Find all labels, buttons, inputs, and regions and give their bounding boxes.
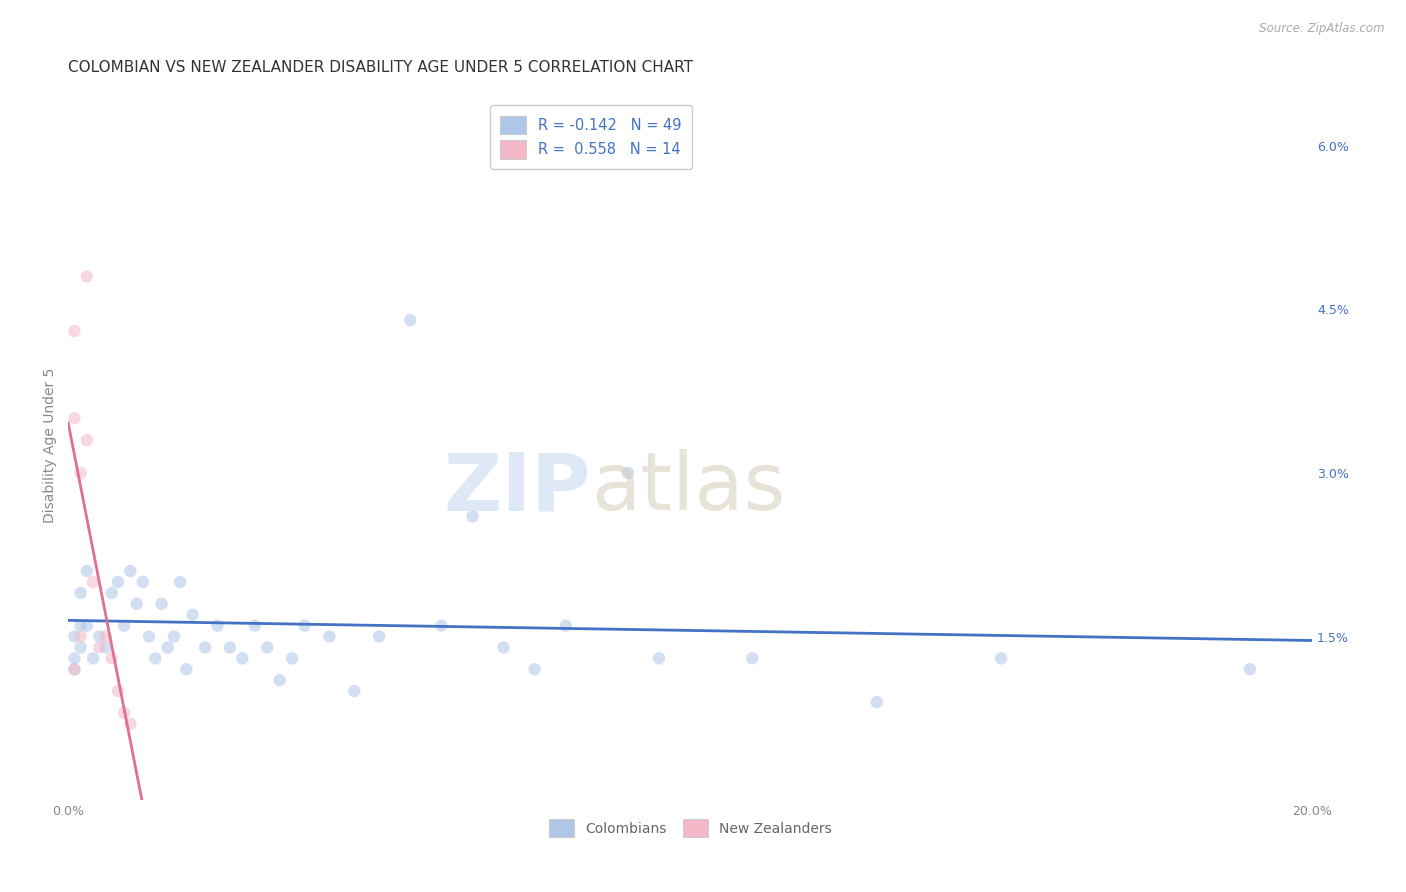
Point: [120, 564, 142, 578]
Point: [741, 651, 763, 665]
Point: [176, 662, 198, 676]
Text: ZIP: ZIP: [443, 450, 591, 527]
Point: [82, 651, 104, 665]
Point: [69, 466, 91, 480]
Point: [89, 640, 111, 655]
Point: [94, 640, 117, 655]
Point: [82, 574, 104, 589]
Point: [107, 574, 129, 589]
Point: [194, 640, 217, 655]
Point: [150, 597, 173, 611]
Point: [294, 618, 316, 632]
Point: [138, 630, 160, 644]
Point: [69, 630, 91, 644]
Point: [269, 673, 291, 688]
Point: [112, 618, 135, 632]
Point: [617, 466, 640, 480]
Point: [281, 651, 304, 665]
Text: atlas: atlas: [591, 450, 785, 527]
Text: Source: ZipAtlas.com: Source: ZipAtlas.com: [1260, 22, 1385, 36]
Point: [1239, 662, 1261, 676]
Point: [368, 630, 391, 644]
Point: [343, 684, 366, 698]
Point: [648, 651, 671, 665]
Point: [132, 574, 155, 589]
Point: [318, 630, 340, 644]
Legend: Colombians, New Zealanders: Colombians, New Zealanders: [543, 814, 837, 843]
Point: [461, 509, 484, 524]
Point: [243, 618, 266, 632]
Point: [112, 706, 135, 720]
Point: [63, 324, 86, 338]
Y-axis label: Disability Age Under 5: Disability Age Under 5: [44, 368, 58, 524]
Point: [76, 564, 98, 578]
Point: [430, 618, 453, 632]
Point: [63, 411, 86, 425]
Point: [63, 630, 86, 644]
Point: [89, 630, 111, 644]
Point: [63, 651, 86, 665]
Point: [94, 630, 117, 644]
Point: [63, 662, 86, 676]
Point: [143, 651, 166, 665]
Point: [163, 630, 186, 644]
Point: [100, 651, 122, 665]
Point: [76, 269, 98, 284]
Point: [156, 640, 179, 655]
Point: [100, 586, 122, 600]
Point: [76, 433, 98, 447]
Point: [63, 662, 86, 676]
Point: [990, 651, 1012, 665]
Point: [219, 640, 242, 655]
Point: [69, 640, 91, 655]
Text: COLOMBIAN VS NEW ZEALANDER DISABILITY AGE UNDER 5 CORRELATION CHART: COLOMBIAN VS NEW ZEALANDER DISABILITY AG…: [69, 60, 693, 75]
Point: [256, 640, 278, 655]
Point: [399, 313, 422, 327]
Point: [554, 618, 576, 632]
Point: [181, 607, 204, 622]
Point: [76, 618, 98, 632]
Point: [231, 651, 253, 665]
Point: [69, 618, 91, 632]
Point: [125, 597, 148, 611]
Point: [107, 684, 129, 698]
Point: [492, 640, 515, 655]
Point: [120, 716, 142, 731]
Point: [866, 695, 889, 709]
Point: [69, 586, 91, 600]
Point: [169, 574, 191, 589]
Point: [523, 662, 546, 676]
Point: [207, 618, 229, 632]
